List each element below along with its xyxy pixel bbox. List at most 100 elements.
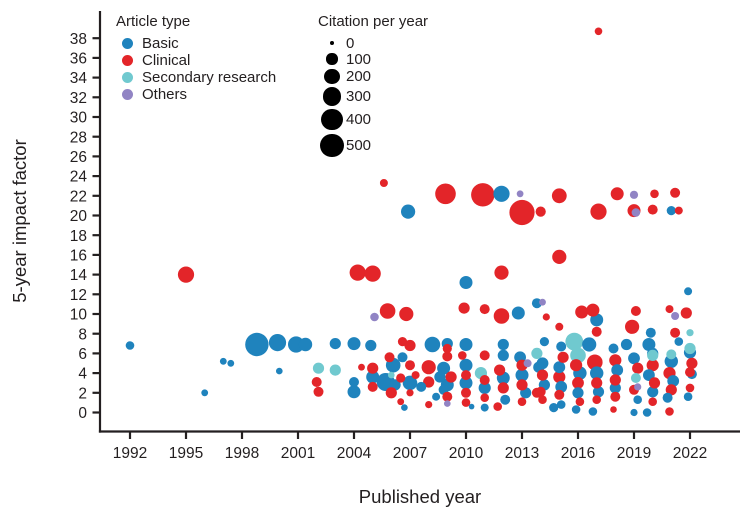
data-point <box>680 307 692 319</box>
data-point <box>625 319 640 334</box>
data-point <box>493 185 510 202</box>
data-point <box>425 401 433 409</box>
data-point <box>384 352 395 363</box>
data-point <box>349 377 359 387</box>
data-point <box>630 373 641 383</box>
size-legend-value-label: 500 <box>346 137 372 155</box>
x-tick-label: 2013 <box>505 445 539 462</box>
data-point <box>572 387 584 399</box>
data-point <box>459 338 473 351</box>
data-point <box>405 360 415 371</box>
data-point <box>402 375 418 391</box>
data-point <box>552 249 567 264</box>
data-point <box>685 367 695 378</box>
data-point <box>667 375 680 387</box>
data-point <box>311 377 322 387</box>
article-type-legend-rows: Basic Clinical Secondary research Others <box>116 35 276 103</box>
data-point <box>609 354 622 367</box>
data-point <box>347 337 361 351</box>
y-tick-label: 12 <box>70 287 87 304</box>
size-legend-bubble-icon <box>329 40 335 46</box>
data-point <box>553 361 566 374</box>
x-tick-label: 2019 <box>617 445 651 462</box>
data-point <box>397 337 408 347</box>
legend-item-label: Clinical <box>142 52 191 69</box>
data-point <box>424 336 441 353</box>
data-point <box>535 206 546 217</box>
size-legend-bubble-cell <box>318 68 346 84</box>
data-point <box>177 266 195 283</box>
data-point <box>461 398 471 407</box>
data-point <box>586 303 600 317</box>
data-point <box>329 338 341 350</box>
data-point <box>608 343 619 354</box>
article-type-legend-title: Article type <box>116 13 191 30</box>
legend-color-dot-icon <box>122 72 133 83</box>
data-point <box>459 376 473 390</box>
data-point <box>379 303 396 319</box>
y-tick-label: 20 <box>70 208 88 225</box>
data-point <box>442 391 453 402</box>
size-legend-value-label: 300 <box>346 88 372 106</box>
data-point <box>268 334 287 352</box>
data-point <box>670 327 681 338</box>
data-point <box>674 337 684 346</box>
data-point <box>445 371 457 383</box>
data-point <box>575 397 585 407</box>
data-point <box>493 402 503 411</box>
data-point <box>555 322 564 331</box>
y-axis-title: 5-year impact factor <box>9 139 30 302</box>
data-point <box>416 381 427 392</box>
data-point <box>665 407 674 416</box>
data-point <box>646 359 659 372</box>
legend-item-secondary-research: Secondary research <box>116 69 276 86</box>
data-point <box>366 370 380 384</box>
x-tick-label: 2010 <box>449 445 484 462</box>
y-tick-label: 26 <box>70 149 87 166</box>
data-point <box>610 406 617 413</box>
data-point <box>539 337 550 347</box>
data-point <box>553 370 566 384</box>
data-point <box>565 332 584 351</box>
data-point <box>582 337 597 352</box>
data-point <box>629 190 639 199</box>
data-point <box>388 371 395 379</box>
y-tick-label: 36 <box>70 50 87 67</box>
size-legend-bubble-cell <box>318 40 346 46</box>
data-point <box>479 375 490 385</box>
article-type-legend: Article type Basic Clinical Secondary rese… <box>116 13 276 103</box>
data-point <box>686 357 698 369</box>
data-point <box>432 392 441 401</box>
data-point <box>670 187 681 198</box>
data-point <box>575 305 589 319</box>
data-point <box>517 397 527 407</box>
y-tick-label: 10 <box>70 307 88 324</box>
data-point <box>570 359 583 372</box>
data-point <box>684 287 693 296</box>
data-point <box>442 343 452 354</box>
data-point <box>399 306 414 322</box>
data-point <box>531 347 543 359</box>
data-point <box>497 338 509 351</box>
size-legend-value-label: 0 <box>346 34 355 52</box>
data-point <box>628 352 640 365</box>
x-tick-label: 2004 <box>337 445 372 462</box>
data-point <box>444 400 451 407</box>
data-point <box>590 366 604 380</box>
data-point <box>480 403 489 412</box>
data-point <box>288 336 305 353</box>
legend-item-label: Others <box>142 86 188 103</box>
data-point <box>397 352 408 363</box>
data-point <box>379 179 388 187</box>
data-point <box>539 298 546 306</box>
data-point <box>536 369 549 381</box>
data-point <box>684 342 696 355</box>
data-point <box>642 338 656 351</box>
y-tick-label: 6 <box>78 346 87 363</box>
data-point <box>329 364 341 376</box>
x-tick-label: 1992 <box>113 445 147 462</box>
data-point <box>666 349 677 360</box>
data-point <box>556 400 566 409</box>
data-point <box>647 386 659 398</box>
data-point <box>401 404 408 411</box>
